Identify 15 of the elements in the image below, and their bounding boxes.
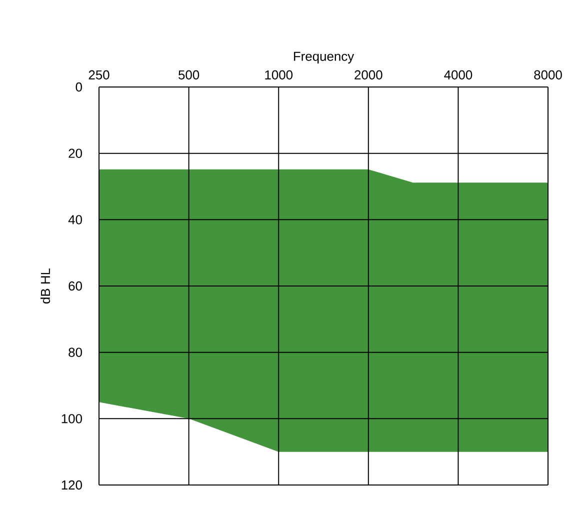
x-tick-label: 1000 [265,70,293,80]
x-tick-label: 2000 [354,70,382,80]
x-axis-title: Frequency [294,52,354,64]
y-axis-title: dB HL [40,268,50,304]
y-tick-label: 40 [68,215,82,224]
y-tick-label: 20 [68,148,82,158]
x-tick-label: 250 [88,70,110,80]
x-tick-label: 4000 [444,70,472,80]
x-tick-label: 500 [178,70,200,80]
y-tick-label: 120 [62,480,82,490]
y-tick-label: 0 [76,82,82,92]
y-tick-label: 60 [68,281,82,291]
y-tick-label: 100 [62,414,82,424]
x-tick-label: 8000 [534,70,562,80]
y-tick-label: 80 [68,348,82,357]
